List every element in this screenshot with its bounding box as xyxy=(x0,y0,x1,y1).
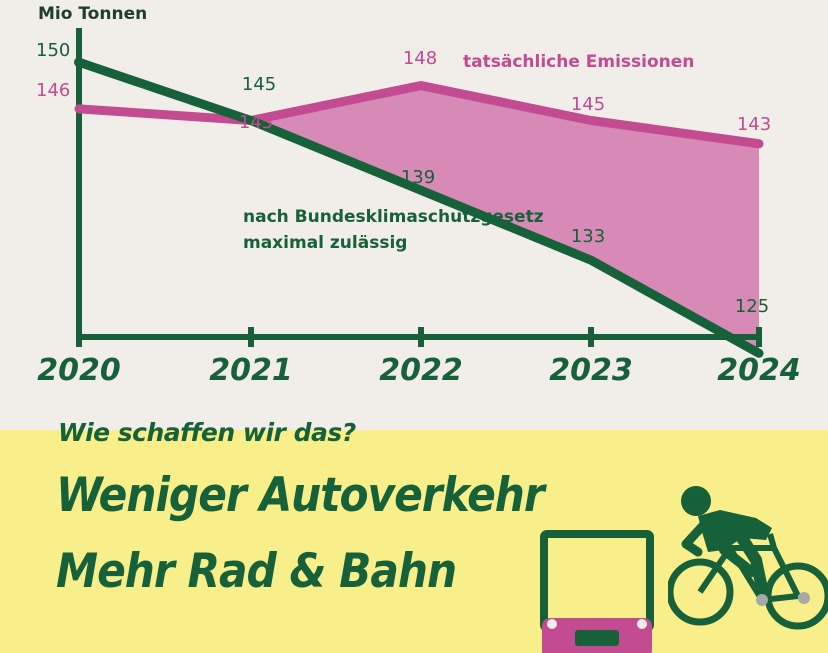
data-label-limit-2020: 150 xyxy=(36,40,70,61)
point-actual-2020 xyxy=(75,104,83,113)
x-tick-label-2024: 2024 xyxy=(717,353,801,388)
banner-question: Wie schaffen wir das? xyxy=(58,418,356,447)
data-label-limit-2024: 125 xyxy=(735,296,769,317)
data-label-limit-2021: 145 xyxy=(242,74,276,95)
data-label-actual-2023: 145 xyxy=(571,94,605,115)
data-label-actual-2020: 146 xyxy=(36,80,70,101)
headline-less-car-traffic: Weniger Autoverkehr xyxy=(56,468,545,523)
emissions-chart: Mio Tonnen 146 145 148 145 143 150 145 139 133 125… xyxy=(36,4,801,388)
series-name-limit-line1: nach Bundesklimaschutzgesetz xyxy=(243,207,544,227)
chart-svg: Mio Tonnen 146 145 148 145 143 150 145 139 133 125… xyxy=(36,4,801,388)
point-limit-2020 xyxy=(74,57,84,68)
data-label-limit-2023: 133 xyxy=(571,226,605,247)
x-tick-label-2023: 2023 xyxy=(549,353,633,388)
tram-icon xyxy=(540,530,654,653)
series-line-limit xyxy=(74,57,764,358)
x-tick-label-2020: 2020 xyxy=(37,353,121,388)
data-label-actual-2021: 145 xyxy=(239,112,273,133)
data-label-actual-2024: 143 xyxy=(737,114,771,135)
data-label-limit-2022: 139 xyxy=(401,167,435,188)
x-tick-label-2021: 2021 xyxy=(209,353,293,388)
cyclist-icon xyxy=(668,486,828,630)
gap-area xyxy=(251,85,759,354)
series-name-limit-line2: maximal zulässig xyxy=(243,233,407,253)
y-axis-unit-label: Mio Tonnen xyxy=(38,4,147,24)
series-name-actual: tatsächliche Emissionen xyxy=(463,52,694,72)
data-label-actual-2022: 148 xyxy=(403,48,437,69)
headline-more-bike-rail: Mehr Rad & Bahn xyxy=(56,544,457,599)
series-line-actual xyxy=(74,81,764,149)
x-tick-label-2022: 2022 xyxy=(379,353,463,388)
